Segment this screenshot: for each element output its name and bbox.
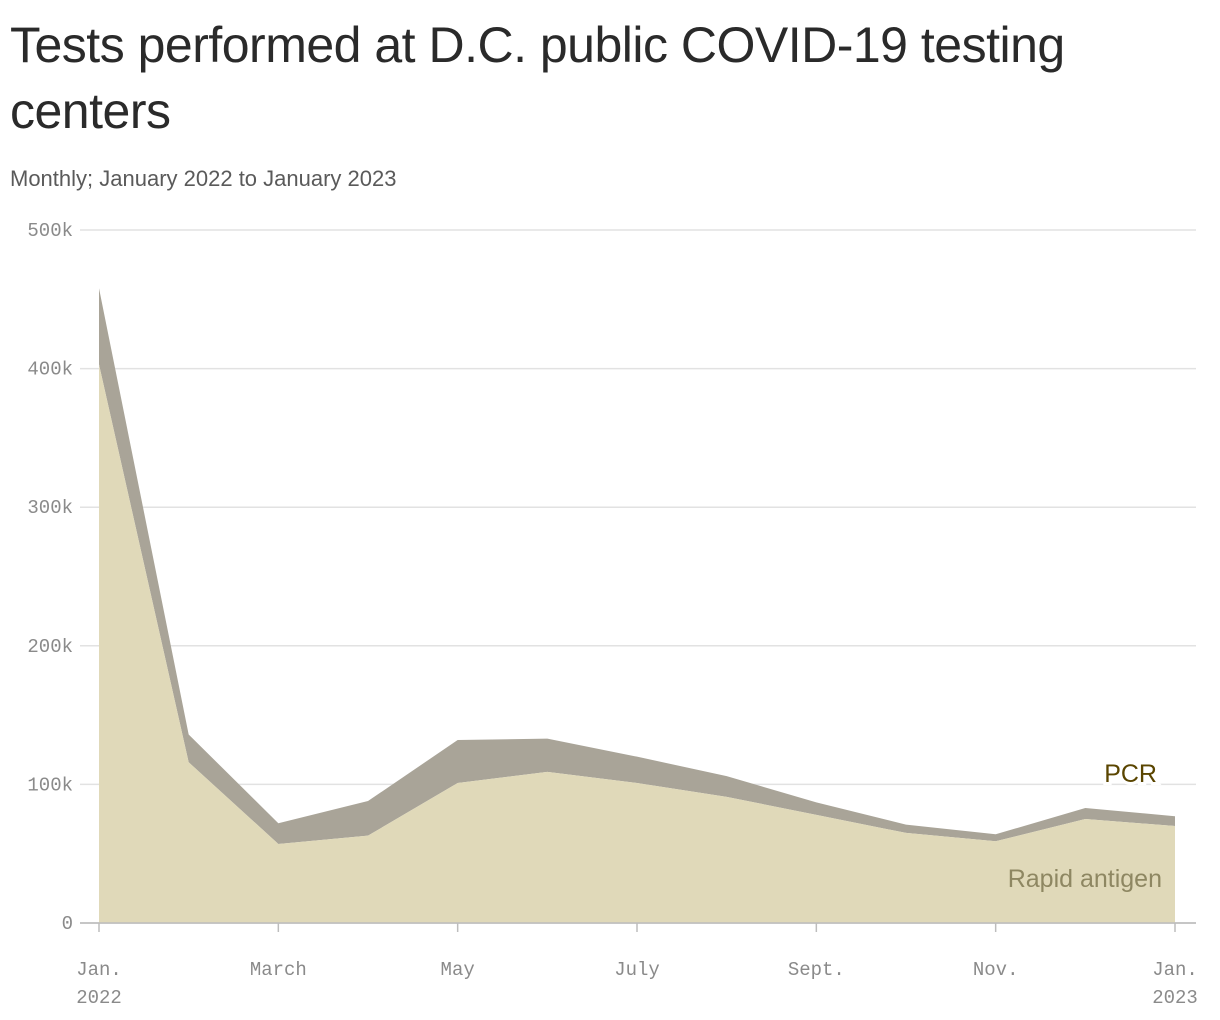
x-tick-label: Sept. xyxy=(788,959,845,981)
x-tick-label: Jan. xyxy=(76,959,122,981)
y-tick-label: 500k xyxy=(27,220,73,242)
x-tick-label: May xyxy=(441,959,475,981)
series-pcr-area xyxy=(99,288,1175,844)
series-rapid-antigen-area xyxy=(99,364,1175,923)
chart-subtitle: Monthly; January 2022 to January 2023 xyxy=(10,166,397,191)
y-tick-label: 100k xyxy=(27,774,73,796)
y-tick-label: 200k xyxy=(27,636,73,658)
series-label-rapid-antigen: Rapid antigen xyxy=(1008,865,1162,893)
chart-title: Tests performed at D.C. public COVID-19 … xyxy=(10,17,1065,139)
x-tick-label: July xyxy=(614,959,660,981)
series-label-pcr: PCR xyxy=(1104,760,1157,788)
x-tick-label-year: 2023 xyxy=(1152,987,1198,1009)
x-tick-label: Jan. xyxy=(1152,959,1198,981)
x-tick-label-year: 2022 xyxy=(76,987,122,1009)
x-tick-label: March xyxy=(250,959,307,981)
x-tick-label: Nov. xyxy=(973,959,1019,981)
y-tick-label: 0 xyxy=(62,913,73,935)
y-tick-label: 400k xyxy=(27,359,73,381)
y-tick-label: 300k xyxy=(27,497,73,519)
